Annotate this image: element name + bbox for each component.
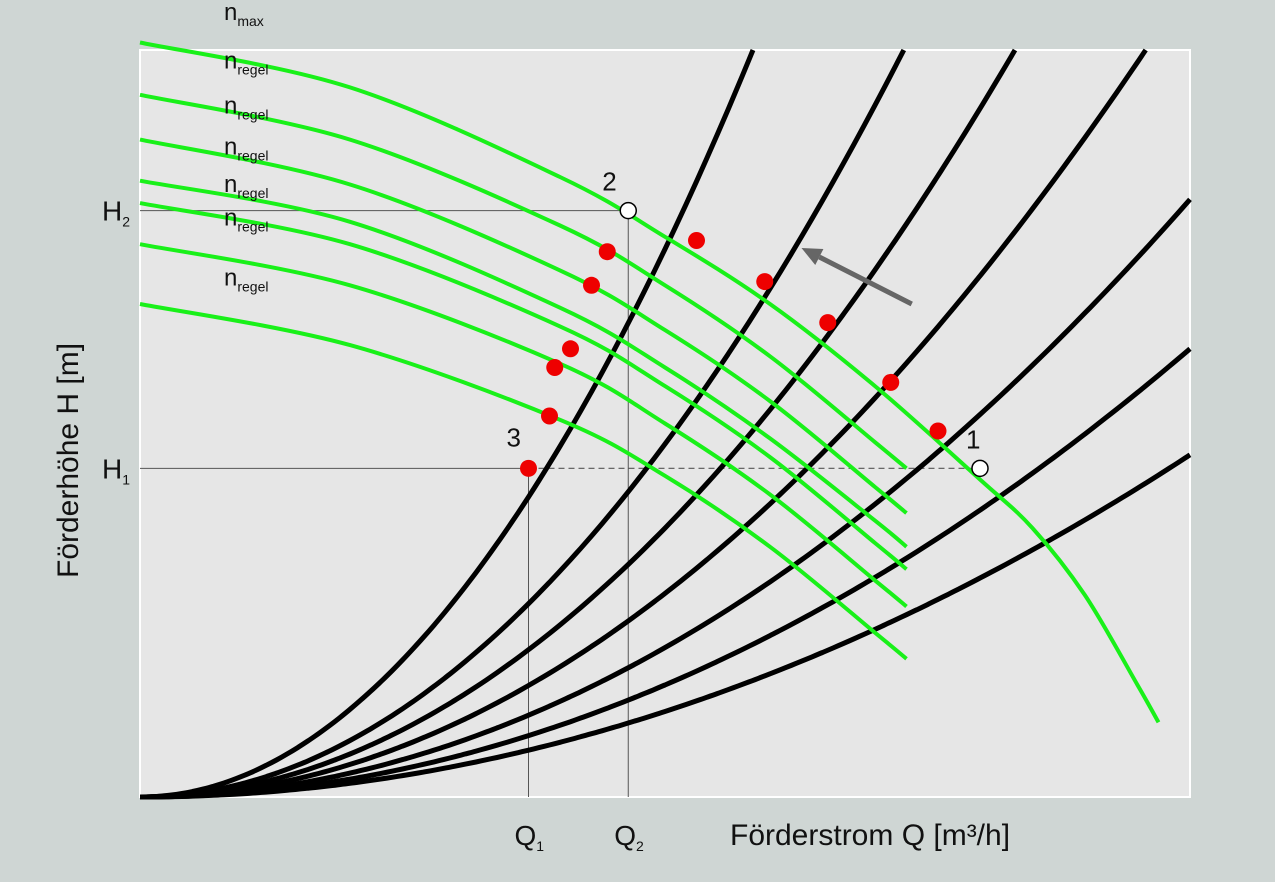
system-curve-7 (139, 452, 1192, 800)
operating-point-1 (971, 459, 989, 478)
operating-point-8 (541, 407, 558, 425)
pump-curve-1 (139, 40, 1161, 724)
system-curve-4 (139, 48, 1148, 800)
operating-point-label-3: 3 (507, 422, 521, 452)
pump-curve-label-1: nmax (224, 0, 264, 29)
y-tick-label-1: H1 (102, 453, 130, 487)
operating-point-6 (562, 340, 579, 358)
operating-point-9 (688, 231, 705, 249)
system-curve-6 (139, 346, 1192, 800)
pump-curve-7 (139, 302, 908, 661)
system-curve-1 (139, 48, 756, 800)
system-curve-3 (139, 48, 1018, 800)
operating-point-12 (882, 373, 900, 391)
operating-point-10 (756, 273, 774, 291)
system-curve-2 (139, 48, 907, 800)
operating-points: 1 2 3 (507, 167, 989, 478)
operating-point-11 (819, 314, 837, 332)
system-curves (139, 48, 1192, 800)
x-tick-label-1: Q1 (515, 820, 545, 854)
x-axis-label: Förderstrom Q [m³/h] (730, 819, 1010, 852)
system-curve-5 (139, 197, 1192, 800)
operating-point-13 (929, 422, 947, 440)
pump-curve-5 (139, 201, 908, 571)
y-axis-label: Förderhöhe H [m] (52, 343, 85, 578)
pump-curves (139, 40, 1161, 724)
operating-point-5 (583, 276, 600, 294)
operating-point-4 (598, 243, 616, 261)
pump-curve-4 (139, 178, 908, 549)
pump-curve-6 (139, 242, 908, 609)
arrow-head (801, 247, 824, 266)
pump-curve-2 (139, 92, 908, 470)
operating-point-2 (619, 201, 637, 220)
operating-point-3 (520, 459, 537, 477)
y-tick-label-2: H2 (102, 196, 130, 230)
pump-curve-3 (139, 137, 908, 515)
direction-arrow (801, 247, 913, 307)
arrow-shaft (818, 254, 913, 307)
x-tick-label-2: Q2 (614, 820, 644, 854)
operating-point-label-2: 2 (602, 167, 616, 197)
operating-point-7 (546, 358, 564, 376)
operating-point-label-1: 1 (966, 424, 980, 454)
